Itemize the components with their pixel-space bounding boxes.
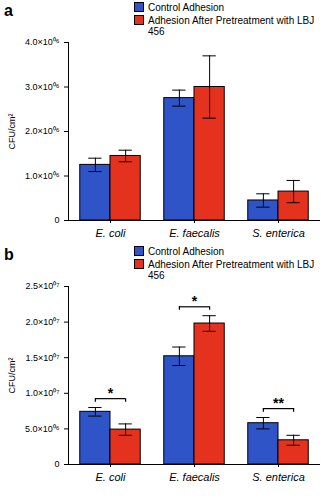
html-text:Control Adhesion: Control Adhesion (148, 2, 225, 13)
svg-text:S. enterica: S. enterica (252, 471, 305, 483)
svg-text:E. coli: E. coli (96, 471, 127, 483)
svg-text:1.0×10⁰⁶: 1.0×10⁰⁶ (25, 171, 60, 181)
svg-text:E. faecalis: E. faecalis (169, 227, 220, 239)
svg-text:S. enterica: S. enterica (252, 227, 305, 239)
svg-text:1.0×10⁰⁷: 1.0×10⁰⁷ (25, 388, 59, 398)
svg-text:2.0×10⁰⁶: 2.0×10⁰⁶ (25, 126, 60, 136)
svg-text:3.0×10⁰⁶: 3.0×10⁰⁶ (25, 82, 60, 92)
svg-text:CFU/cm²: CFU/cm² (7, 114, 17, 150)
svg-text:5.0×10⁰⁶: 5.0×10⁰⁶ (25, 424, 60, 434)
svg-text:*: * (192, 293, 198, 309)
html-text:b: b (4, 246, 14, 263)
svg-text:**: ** (273, 395, 284, 411)
html-text:Adhesion After Pretreatment wi: Adhesion After Pretreatment with LBJ 456 (148, 259, 315, 281)
svg-text:E. coli: E. coli (96, 227, 127, 239)
svg-text:2.0×10⁰⁷: 2.0×10⁰⁷ (25, 317, 59, 327)
svg-text:1.5×10⁰⁷: 1.5×10⁰⁷ (25, 353, 59, 363)
html-text:a: a (4, 2, 13, 19)
svg-text:CFU/cm²: CFU/cm² (7, 358, 17, 394)
svg-text:*: * (108, 385, 114, 401)
svg-text:E. faecalis: E. faecalis (169, 471, 220, 483)
svg-text:0: 0 (54, 459, 59, 469)
svg-text:4.0×10⁰⁶: 4.0×10⁰⁶ (25, 37, 60, 47)
html-text:Adhesion After Pretreatment wi: Adhesion After Pretreatment with LBJ 456 (148, 15, 315, 37)
svg-text:0: 0 (54, 215, 59, 225)
html-text:Control Adhesion: Control Adhesion (148, 246, 225, 257)
svg-text:2.5×10⁰⁷: 2.5×10⁰⁷ (25, 281, 59, 291)
